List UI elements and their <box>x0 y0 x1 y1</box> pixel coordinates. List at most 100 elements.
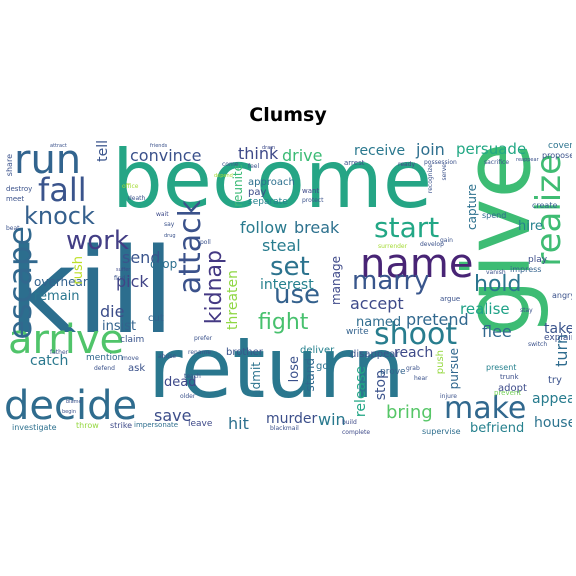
word-office: office <box>122 183 139 190</box>
word-blackmail: blackmail <box>270 425 299 432</box>
word-hold: hold <box>474 272 522 297</box>
word-stand: stand <box>303 358 317 392</box>
word-come: come <box>222 161 239 168</box>
word-supervise: supervise <box>422 427 461 436</box>
word-prefer: prefer <box>194 335 213 342</box>
word-kill: kill <box>8 222 175 360</box>
word-claim: claim <box>120 335 145 345</box>
word-stay: stay <box>520 307 533 314</box>
word-ask: ask <box>128 363 146 374</box>
word-manage: manage <box>329 256 343 306</box>
word-find: find <box>114 275 126 282</box>
word-make: make <box>444 391 527 426</box>
word-arrest: arrest <box>344 159 365 167</box>
word-abuse: abuse <box>158 353 177 360</box>
word-cut: cut <box>148 313 164 324</box>
word-send: send <box>122 248 161 267</box>
word-pay: pay <box>248 187 267 198</box>
word-injure: injure <box>440 393 457 400</box>
word-lose: lose <box>287 356 302 383</box>
word-rename: rename <box>188 349 212 356</box>
word-convince: convince <box>130 146 202 165</box>
word-hire: hire <box>518 219 543 234</box>
word-hit: hit <box>228 414 249 433</box>
word-want: want <box>302 187 320 195</box>
word-older: older <box>180 393 196 400</box>
word-go: go <box>316 361 329 372</box>
word-reunite: reunite <box>231 164 245 207</box>
word-move: move <box>122 355 139 362</box>
word-death: death <box>128 195 146 202</box>
word-drug: drug <box>164 233 176 239</box>
word-marry: marry <box>352 266 430 296</box>
word-wait: wait <box>156 211 169 218</box>
word-decide: decide <box>4 383 138 429</box>
word-follow: follow <box>240 218 288 237</box>
word-admit: admit <box>249 362 263 397</box>
word-gain: gain <box>440 237 453 244</box>
word-approach: approach <box>248 177 295 188</box>
word-play: play <box>528 255 548 265</box>
word-attract: attract <box>50 143 67 149</box>
word-interest: interest <box>260 277 314 293</box>
word-depend: depend <box>214 173 233 179</box>
word-take: take <box>544 321 572 337</box>
word-appear: appear <box>532 391 572 407</box>
word-flee: flee <box>482 322 512 341</box>
word-overhear: overhear <box>34 275 88 289</box>
word-drive: drive <box>282 146 323 165</box>
word-possession: possession <box>424 159 457 166</box>
word-cloud: kill become return give realize name arr… <box>4 140 572 440</box>
word-investigate: investigate <box>12 423 57 432</box>
word-receive: receive <box>354 143 406 159</box>
word-throw: throw <box>76 421 99 430</box>
word-remain: remain <box>34 289 80 304</box>
word-arrive: arrive <box>8 317 125 363</box>
word-share: share <box>5 154 14 177</box>
word-bring: bring <box>386 402 433 423</box>
word-cover: cover <box>548 141 572 151</box>
word-build: build <box>342 419 357 426</box>
word-reappear: reappear <box>516 157 539 163</box>
word-impress: impress <box>510 265 542 274</box>
word-disappear: disappear <box>350 349 400 360</box>
word-realise: realise <box>460 300 510 318</box>
word-serve: serve <box>441 164 448 181</box>
word-start: start <box>374 211 440 244</box>
word-threaten: threaten <box>225 270 241 330</box>
word-shoot: shoot <box>374 317 458 352</box>
word-say: say <box>164 221 175 228</box>
word-switch: switch <box>528 341 548 348</box>
word-destroy: destroy <box>6 185 33 193</box>
word-pick: pick <box>116 272 149 291</box>
word-father: father <box>50 349 69 356</box>
word-beat: beat <box>6 225 20 232</box>
word-save: save <box>154 406 192 425</box>
word-leave: leave <box>188 419 213 429</box>
word-vanish: vanish <box>486 269 506 276</box>
word-protect: protect <box>302 197 324 204</box>
word-prove: prove <box>380 367 406 377</box>
word-release: release <box>353 366 369 418</box>
word-spend: spend <box>482 211 507 220</box>
word-tell: tell <box>95 140 111 162</box>
word-defend: defend <box>94 365 115 372</box>
word-recognize: recognize <box>427 164 434 194</box>
word-deliver: deliver <box>300 345 335 356</box>
word-reach: reach <box>394 345 434 361</box>
word-win: win <box>318 410 346 429</box>
word-brother: brother <box>226 347 263 358</box>
word-teach: teach <box>184 373 201 380</box>
word-develop: develop <box>420 241 444 248</box>
word-ready: ready <box>398 161 416 168</box>
word-strike: strike <box>110 421 133 430</box>
word-named: named <box>356 315 402 330</box>
word-join: join <box>416 140 445 159</box>
word-explain: explain <box>544 333 572 343</box>
word-create: create <box>532 201 558 210</box>
word-feel: feel <box>248 163 260 170</box>
word-return: return <box>148 319 405 417</box>
word-write: write <box>346 327 369 337</box>
word-complete: complete <box>342 429 371 436</box>
word-present: present <box>486 363 517 372</box>
